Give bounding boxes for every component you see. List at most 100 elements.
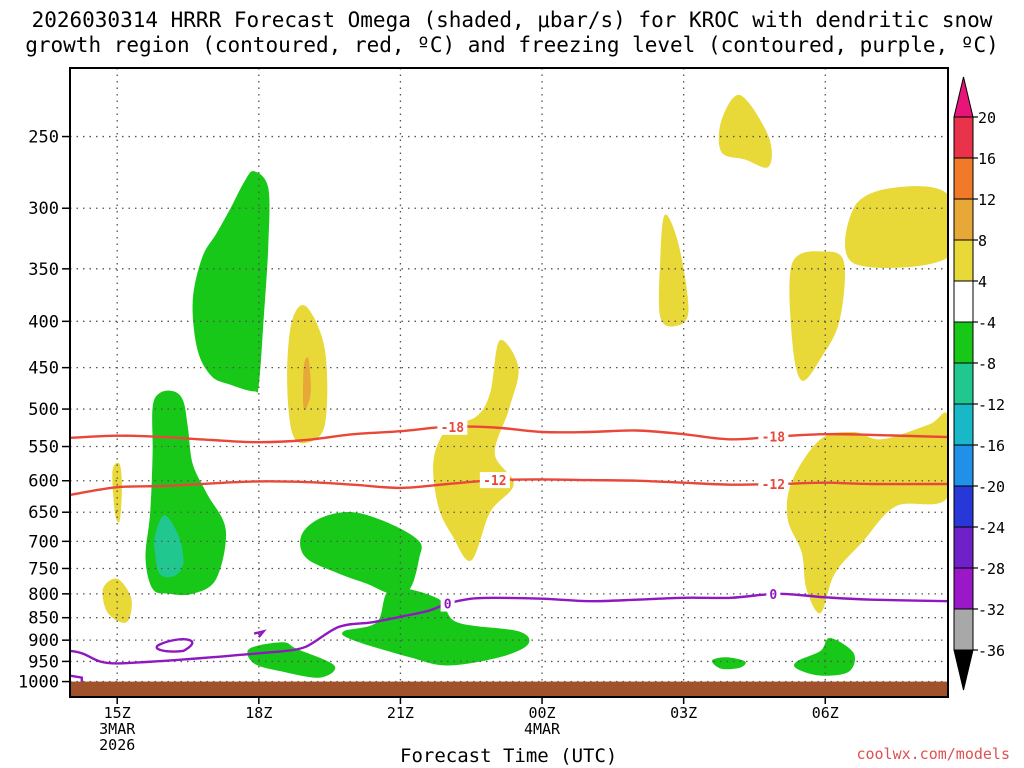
omega-shaded-regions	[102, 94, 948, 678]
region-pos-4-to-8-h	[845, 186, 948, 268]
plot-frame	[69, 67, 949, 698]
x-tick-label-21Z: 21Z	[387, 704, 414, 722]
colorbar-swatch-8	[953, 444, 974, 487]
colorbar-top-arrow	[953, 76, 974, 118]
region-neg-4-to-8-upper-left	[192, 171, 270, 393]
colorbar-swatch-1	[953, 157, 974, 200]
colorbar-label-7: -12	[978, 396, 1005, 414]
contour-label-bg-dgz-bottom-1	[758, 476, 789, 493]
colorbar-swatch-4	[953, 280, 974, 323]
colorbar-label-12: -32	[978, 601, 1005, 619]
y-tick-label-900: 900	[28, 631, 59, 651]
y-tick-label-650: 650	[28, 503, 59, 523]
colorbar-label-13: -36	[978, 642, 1005, 660]
y-tick-label-600: 600	[28, 472, 59, 492]
colorbar-swatch-9	[953, 485, 974, 528]
x-axis-label: Forecast Time (UTC)	[400, 745, 618, 767]
ground-surface	[70, 681, 948, 697]
colorbar-swatch-3	[953, 239, 974, 282]
region-neg-4-to-8-lower-center	[300, 512, 422, 595]
region-pos-4-to-8-b	[102, 578, 132, 623]
y-tick-label-800: 800	[28, 585, 59, 605]
y-tick-label-1000: 1000	[18, 673, 59, 693]
grid-lines	[70, 68, 948, 697]
region-pos-8-to-12-spot	[302, 357, 311, 410]
y-tick-label-950: 950	[28, 652, 59, 672]
colorbar-label-9: -20	[978, 478, 1005, 496]
y-tick-label-450: 450	[28, 359, 59, 379]
region-pos-4-to-8-f	[718, 94, 772, 168]
contour-label-bg-dgz-top-0	[437, 418, 468, 435]
colorbar-label-6: -8	[978, 355, 996, 373]
contour-label-dgz-top-1: -18	[762, 431, 786, 446]
colorbar-label-2: 12	[978, 191, 996, 209]
ground-layer	[70, 681, 948, 697]
region-neg-4-to-8-surface-3	[793, 637, 855, 676]
plot-border	[69, 67, 949, 698]
y-tick-label-250: 250	[28, 128, 59, 148]
colorbar-label-1: 16	[978, 150, 996, 168]
region-neg-4-to-8-surface-2	[711, 657, 746, 670]
colorbar-bottom-arrow	[953, 649, 974, 691]
region-neg-8-to-12-core	[154, 515, 184, 578]
contour-lines: -18 -18 -12 -12 0 0	[70, 418, 948, 682]
region-pos-4-to-8-g	[789, 251, 845, 381]
freezing-level-lower	[70, 649, 283, 665]
freezing-level-edge	[70, 674, 84, 682]
x-tick-label-06Z: 06Z	[812, 704, 839, 722]
contour-label-dgz-bottom-1: -12	[762, 478, 785, 493]
x-date-label-00Z: 4MAR	[524, 720, 561, 738]
region-neg-4-to-8-surface-1	[247, 642, 336, 678]
y-tick-label-550: 550	[28, 438, 59, 458]
contour-label-dgz-bottom-0: -12	[483, 474, 506, 489]
colorbar-label-8: -16	[978, 437, 1005, 455]
colorbar-swatch-11	[953, 567, 974, 610]
colorbar-swatch-2	[953, 198, 974, 241]
colorbar-swatch-6	[953, 362, 974, 405]
freezing-level-loop-1	[155, 638, 194, 653]
x-year-label-15Z: 2026	[99, 736, 135, 754]
colorbar-swatch-10	[953, 526, 974, 569]
x-date-label-15Z: 3MAR	[99, 720, 136, 738]
contour-label-freezing-level-1: 0	[769, 588, 777, 603]
contour-label-dgz-top-0: -18	[441, 421, 465, 436]
chart-title-line2: growth region (contoured, red, ºC) and f…	[25, 33, 999, 57]
colorbar-swatch-0	[953, 116, 974, 159]
colorbar-label-3: 8	[978, 232, 987, 250]
colorbar-label-10: -24	[978, 519, 1005, 537]
contour-freezing-level	[282, 592, 948, 653]
y-tick-label-750: 750	[28, 559, 59, 579]
y-tick-label-350: 350	[28, 260, 59, 280]
colorbar: 20 16 12 8 4 -4 -8 -12 -16 -20 -24 -28 -32 -36	[953, 76, 1005, 691]
y-tick-label-850: 850	[28, 609, 59, 629]
contour-dgz-top	[70, 425, 948, 444]
colorbar-swatch-5	[953, 321, 974, 364]
region-pos-4-to-8-i	[786, 412, 948, 614]
region-pos-4-to-8-a	[112, 462, 122, 523]
y-tick-label-500: 500	[28, 400, 59, 420]
region-pos-4-to-8-d	[433, 339, 519, 562]
contour-label-freezing-level-0: 0	[444, 598, 452, 613]
colorbar-label-0: 20	[978, 109, 996, 127]
colorbar-swatch-12	[953, 608, 974, 651]
contour-label-bg-freezing-level-1	[766, 586, 781, 603]
colorbar-label-11: -28	[978, 560, 1005, 578]
contour-label-bg-dgz-top-1	[758, 428, 789, 445]
x-tick-label-15Z: 15Z	[104, 704, 131, 722]
region-pos-4-to-8-e	[658, 214, 689, 327]
freezing-level-loop-2	[253, 629, 267, 638]
contour-label-bg-dgz-bottom-0	[479, 472, 510, 489]
y-tick-label-400: 400	[28, 312, 59, 332]
x-tick-label-18Z: 18Z	[245, 704, 272, 722]
chart-title-line1: 2026030314 HRRR Forecast Omega (shaded, …	[31, 8, 993, 32]
region-neg-4-to-8-low-band	[342, 587, 530, 666]
x-tick-label-03Z: 03Z	[670, 704, 697, 722]
colorbar-label-5: -4	[978, 314, 996, 332]
x-tick-label-00Z: 00Z	[528, 704, 555, 722]
contour-label-bg-freezing-level-0	[440, 595, 455, 612]
y-tick-label-700: 700	[28, 532, 59, 552]
colorbar-label-4: 4	[978, 273, 987, 291]
y-axis: 2503003504004505005506006507007508008509…	[18, 128, 70, 693]
